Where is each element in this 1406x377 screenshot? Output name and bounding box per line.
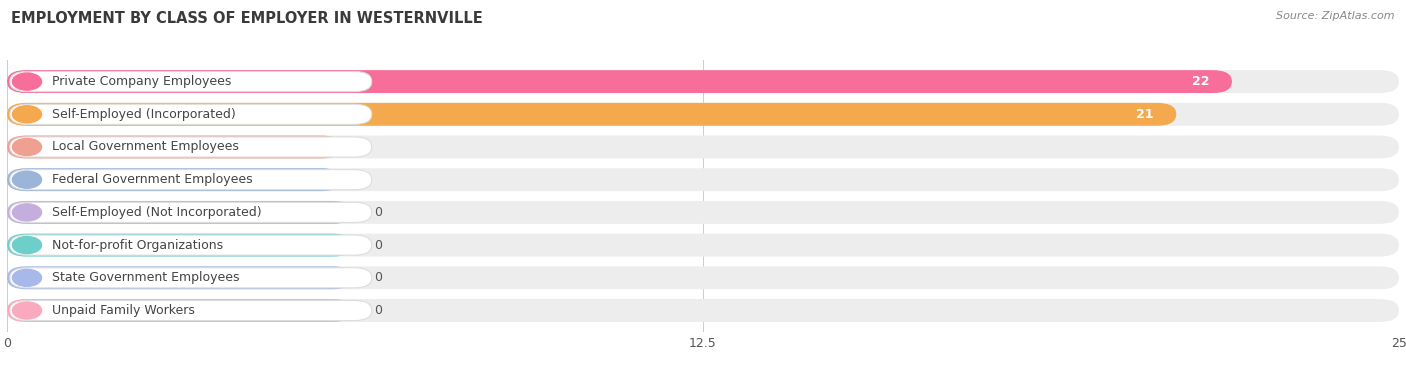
FancyBboxPatch shape bbox=[7, 201, 1399, 224]
Text: Self-Employed (Incorporated): Self-Employed (Incorporated) bbox=[52, 108, 236, 121]
Circle shape bbox=[13, 106, 42, 123]
FancyBboxPatch shape bbox=[7, 136, 1399, 158]
FancyBboxPatch shape bbox=[10, 268, 371, 288]
Text: Unpaid Family Workers: Unpaid Family Workers bbox=[52, 304, 195, 317]
Text: Source: ZipAtlas.com: Source: ZipAtlas.com bbox=[1277, 11, 1395, 21]
Circle shape bbox=[13, 269, 42, 287]
FancyBboxPatch shape bbox=[7, 234, 353, 256]
FancyBboxPatch shape bbox=[10, 137, 371, 157]
Circle shape bbox=[13, 138, 42, 156]
FancyBboxPatch shape bbox=[7, 267, 1399, 289]
Text: EMPLOYMENT BY CLASS OF EMPLOYER IN WESTERNVILLE: EMPLOYMENT BY CLASS OF EMPLOYER IN WESTE… bbox=[11, 11, 484, 26]
Text: Not-for-profit Organizations: Not-for-profit Organizations bbox=[52, 239, 224, 251]
FancyBboxPatch shape bbox=[7, 201, 353, 224]
FancyBboxPatch shape bbox=[7, 234, 1399, 256]
FancyBboxPatch shape bbox=[10, 300, 371, 320]
FancyBboxPatch shape bbox=[7, 299, 353, 322]
FancyBboxPatch shape bbox=[10, 202, 371, 222]
Circle shape bbox=[13, 73, 42, 90]
Circle shape bbox=[13, 302, 42, 319]
FancyBboxPatch shape bbox=[7, 136, 342, 158]
Text: Federal Government Employees: Federal Government Employees bbox=[52, 173, 253, 186]
FancyBboxPatch shape bbox=[10, 235, 371, 255]
Text: State Government Employees: State Government Employees bbox=[52, 271, 240, 284]
FancyBboxPatch shape bbox=[10, 104, 371, 124]
FancyBboxPatch shape bbox=[7, 103, 1177, 126]
Text: 0: 0 bbox=[374, 271, 382, 284]
Text: Private Company Employees: Private Company Employees bbox=[52, 75, 232, 88]
FancyBboxPatch shape bbox=[10, 72, 371, 92]
FancyBboxPatch shape bbox=[7, 299, 1399, 322]
FancyBboxPatch shape bbox=[7, 70, 1232, 93]
Text: 21: 21 bbox=[1136, 108, 1154, 121]
Text: Self-Employed (Not Incorporated): Self-Employed (Not Incorporated) bbox=[52, 206, 262, 219]
FancyBboxPatch shape bbox=[7, 168, 1399, 191]
Circle shape bbox=[13, 236, 42, 254]
Text: Local Government Employees: Local Government Employees bbox=[52, 141, 239, 153]
FancyBboxPatch shape bbox=[7, 168, 342, 191]
Circle shape bbox=[13, 204, 42, 221]
FancyBboxPatch shape bbox=[7, 70, 1399, 93]
Text: 22: 22 bbox=[1192, 75, 1209, 88]
FancyBboxPatch shape bbox=[10, 170, 371, 190]
Text: 6: 6 bbox=[311, 173, 319, 186]
FancyBboxPatch shape bbox=[7, 103, 1399, 126]
Text: 0: 0 bbox=[374, 304, 382, 317]
Text: 0: 0 bbox=[374, 239, 382, 251]
Text: 0: 0 bbox=[374, 206, 382, 219]
Circle shape bbox=[13, 171, 42, 188]
FancyBboxPatch shape bbox=[7, 267, 353, 289]
Text: 6: 6 bbox=[311, 141, 319, 153]
